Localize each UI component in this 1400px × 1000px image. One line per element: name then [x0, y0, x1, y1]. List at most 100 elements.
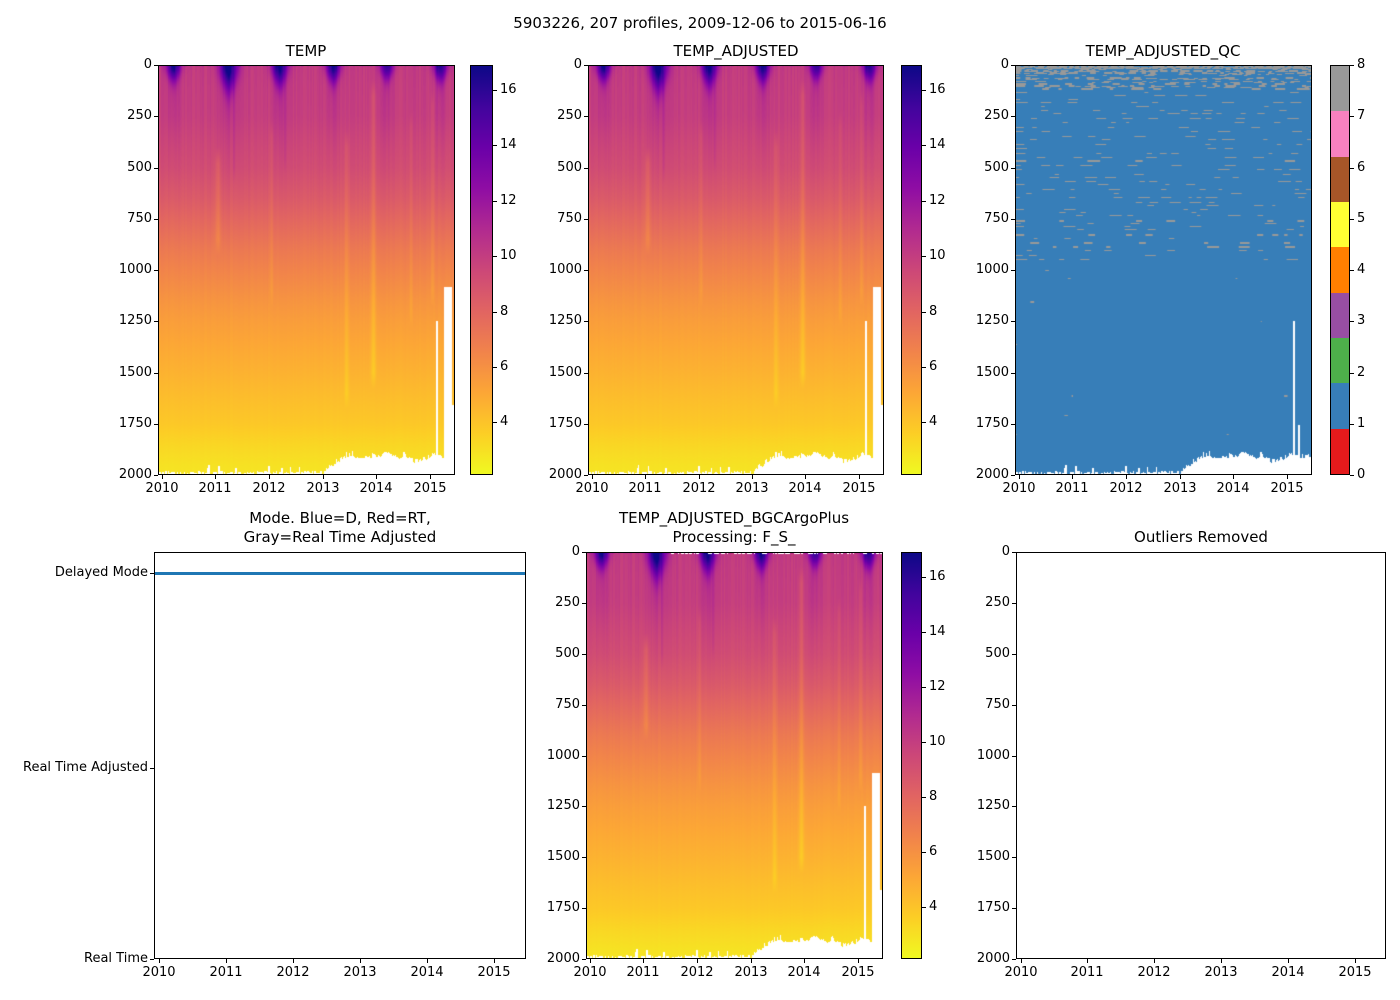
bgc-ytick-label: 750	[555, 697, 580, 712]
bgc-xtick-label: 2015	[841, 965, 875, 980]
bgc-title: TEMP_ADJUSTED_BGCArgoPlus Processing: F_…	[618, 509, 850, 546]
qc-colorbar-segment	[1331, 337, 1349, 384]
bgc-ytick	[582, 654, 586, 655]
qc-cbar-tick	[1350, 168, 1354, 169]
outliers-xtick-label: 2011	[1070, 965, 1104, 980]
qc-ytick-label: 2000	[975, 467, 1009, 482]
qc-xtick	[1019, 475, 1020, 479]
qc-ytick-label: 1250	[975, 313, 1009, 328]
bgc-heatmap	[586, 552, 883, 959]
temp-adjusted-xtick	[699, 475, 700, 479]
temp-adjusted-xtick	[592, 475, 593, 479]
bgc-ytick	[582, 705, 586, 706]
qc-heatmap	[1015, 65, 1312, 475]
qc-colorbar-segment	[1331, 156, 1349, 202]
outliers-xtick	[1288, 959, 1289, 963]
temp-ytick-label: 250	[127, 108, 152, 123]
qc-cbar-tick	[1350, 424, 1354, 425]
temp-ytick	[154, 168, 158, 169]
temp-adjusted-cbar-tick	[922, 145, 926, 146]
temp-xtick-label: 2013	[306, 481, 340, 496]
bgc-xtick-label: 2011	[626, 965, 660, 980]
outliers-xtick	[1087, 959, 1088, 963]
temp-cbar-tick-label: 14	[500, 137, 517, 152]
qc-xtick-label: 2012	[1109, 481, 1143, 496]
mode-xtick	[427, 959, 428, 963]
temp-cbar-tick-label: 6	[500, 359, 509, 374]
qc-cbar-tick-label: 1	[1357, 416, 1366, 431]
temp-xtick-label: 2015	[413, 481, 447, 496]
temp-adjusted-cbar-tick-label: 14	[929, 137, 946, 152]
bgc-xtick-label: 2014	[787, 965, 821, 980]
temp-adjusted-ytick-label: 1000	[548, 262, 582, 277]
temp-adjusted-cbar-tick	[922, 422, 926, 423]
bgc-ytick-label: 1250	[546, 798, 580, 813]
qc-ytick	[1011, 373, 1015, 374]
bgc-ytick	[582, 603, 586, 604]
temp-ytick	[154, 424, 158, 425]
bgc-ytick	[582, 552, 586, 553]
qc-colorbar	[1330, 65, 1350, 475]
delayed-mode-line	[155, 572, 525, 575]
bgc-cbar-tick-label: 14	[929, 624, 946, 639]
temp-cbar-tick-label: 16	[500, 82, 517, 97]
temp-adjusted-ytick	[584, 65, 588, 66]
temp-xtick-label: 2010	[145, 481, 179, 496]
bgc-ytick	[582, 959, 586, 960]
qc-cbar-tick-label: 3	[1357, 313, 1366, 328]
qc-cbar-tick	[1350, 475, 1354, 476]
temp-ytick-label: 750	[127, 211, 152, 226]
bgc-ytick-label: 250	[555, 595, 580, 610]
temp-cbar-tick-label: 4	[500, 414, 509, 429]
temp-adjusted-cbar-tick	[922, 256, 926, 257]
bgc-xtick-label: 2012	[680, 965, 714, 980]
temp-adjusted-cbar-tick-label: 4	[929, 414, 938, 429]
bgc-ytick-label: 1750	[546, 900, 580, 915]
bgc-ytick	[582, 806, 586, 807]
qc-ytick	[1011, 424, 1015, 425]
temp-adjusted-ytick-label: 1250	[548, 313, 582, 328]
bgc-ytick	[582, 908, 586, 909]
mode-xtick	[159, 959, 160, 963]
temp-adjusted-ytick-label: 1750	[548, 416, 582, 431]
qc-cbar-tick	[1350, 321, 1354, 322]
bgc-xtick-label: 2013	[734, 965, 768, 980]
mode-xtick	[226, 959, 227, 963]
temp-adjusted-colorbar	[901, 65, 922, 475]
outliers-ytick-label: 250	[985, 595, 1010, 610]
temp-cbar-tick	[493, 367, 497, 368]
temp-cbar-tick	[493, 90, 497, 91]
mode-ytick	[150, 573, 154, 574]
qc-cbar-tick-label: 5	[1357, 211, 1366, 226]
bgc-cbar-tick	[922, 577, 926, 578]
qc-ytick-label: 250	[984, 108, 1009, 123]
bgc-cbar-tick	[922, 632, 926, 633]
temp-adjusted-ytick-label: 1500	[548, 365, 582, 380]
mode-ytick	[150, 768, 154, 769]
bgc-axes	[586, 552, 883, 959]
temp-xtick	[215, 475, 216, 479]
temp-adjusted-ytick	[584, 168, 588, 169]
temp-xtick-label: 2014	[359, 481, 393, 496]
qc-ytick	[1011, 168, 1015, 169]
temp-colorbar	[470, 65, 493, 475]
qc-cbar-tick-label: 6	[1357, 160, 1366, 175]
qc-colorbar-segment	[1331, 201, 1349, 248]
qc-colorbar-segment	[1331, 111, 1349, 157]
outliers-ytick-label: 1000	[976, 748, 1010, 763]
temp-adjusted-xtick-label: 2012	[682, 481, 716, 496]
bgc-xtick	[751, 959, 752, 963]
qc-cbar-tick	[1350, 65, 1354, 66]
outliers-ytick	[1012, 705, 1016, 706]
outliers-title: Outliers Removed	[1134, 528, 1268, 546]
outliers-xtick	[1221, 959, 1222, 963]
figure-suptitle: 5903226, 207 profiles, 2009-12-06 to 201…	[513, 14, 887, 32]
temp-adjusted-xtick	[752, 475, 753, 479]
temp-adjusted-cbar-tick	[922, 312, 926, 313]
outliers-xtick	[1355, 959, 1356, 963]
mode-xtick-label: 2011	[209, 965, 243, 980]
bgc-cbar-tick	[922, 687, 926, 688]
temp-adjusted-ytick-label: 500	[557, 160, 582, 175]
bgc-cbar-tick-label: 10	[929, 734, 946, 749]
mode-xtick	[293, 959, 294, 963]
